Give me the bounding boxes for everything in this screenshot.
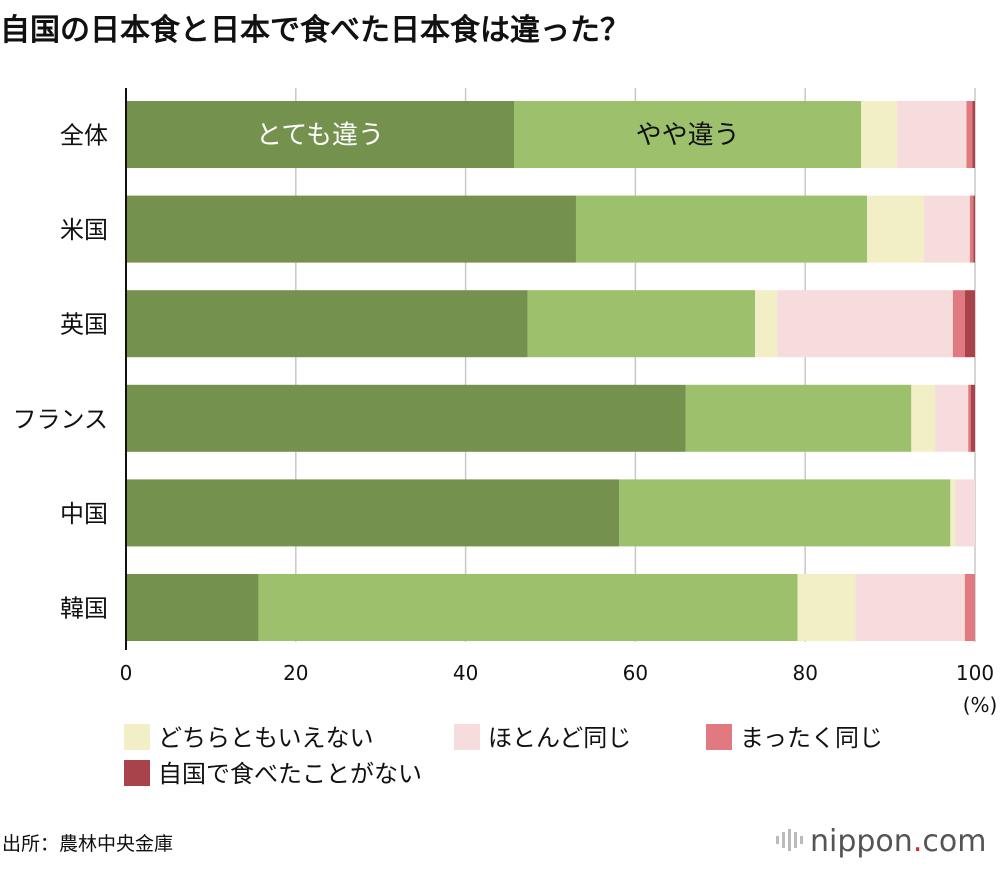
bar-segment xyxy=(126,384,686,452)
legend-swatch xyxy=(706,724,732,750)
bar-segment xyxy=(513,101,862,168)
category-label: フランス xyxy=(12,405,108,433)
bar-segment xyxy=(126,479,620,547)
bar-segment xyxy=(968,384,971,452)
x-tick-label: 100 xyxy=(956,661,994,685)
bar-segment xyxy=(896,101,967,168)
source-note: 出所：農林中央金庫 xyxy=(2,833,173,855)
legend-swatch xyxy=(124,760,150,786)
category-label: 全体 xyxy=(60,122,108,150)
bar-segment xyxy=(867,195,925,263)
x-unit-label: (%) xyxy=(963,693,998,717)
bar-segment xyxy=(126,290,528,358)
category-label: 韓国 xyxy=(60,595,108,623)
x-tick-label: 80 xyxy=(792,661,817,685)
brand-dot: . xyxy=(913,824,923,859)
bar-segment xyxy=(970,384,975,452)
brand-bars-icon xyxy=(776,829,803,851)
bar-segment xyxy=(126,574,259,641)
svg-text:nippon.com: nippon.com xyxy=(810,824,986,859)
bar-segment xyxy=(685,384,912,452)
bar-segment xyxy=(855,574,965,641)
bars xyxy=(126,101,975,641)
brand-logo: nippon.com xyxy=(776,824,986,859)
gridlines xyxy=(295,88,976,642)
inbar-series-label: とても違う xyxy=(256,121,384,151)
bar-segment xyxy=(950,479,956,547)
bar-segment xyxy=(972,101,975,168)
inbar-series-label: やや違う xyxy=(636,121,740,151)
bar-segment xyxy=(258,574,798,641)
category-label: 米国 xyxy=(60,216,108,244)
bar-segment xyxy=(527,290,756,358)
bar-segment xyxy=(964,290,975,358)
category-label: 英国 xyxy=(60,311,108,339)
bar-segment xyxy=(126,101,514,168)
x-tick-label: 20 xyxy=(283,661,308,685)
x-tick-label: 40 xyxy=(453,661,478,685)
bar-segment xyxy=(911,384,936,452)
bar-segment xyxy=(935,384,969,452)
legend-swatch xyxy=(124,724,150,750)
brand-suffix: com xyxy=(922,824,986,859)
x-tick-label: 0 xyxy=(120,661,133,685)
bar-segment xyxy=(619,479,951,547)
bar-segment xyxy=(861,101,897,168)
bar-segment xyxy=(126,195,576,263)
x-tick-label: 60 xyxy=(623,661,648,685)
brand-main: nippon xyxy=(810,824,913,859)
legend-swatch xyxy=(454,724,480,750)
chart-title: 自国の日本食と日本で食べた日本食は違った？ xyxy=(0,13,630,48)
bar-segment xyxy=(969,195,974,263)
bar-segment xyxy=(755,290,778,358)
category-label: 中国 xyxy=(60,500,108,528)
legend-label: まったく同じ xyxy=(740,724,883,752)
bar-segment xyxy=(966,101,973,168)
legend-label: 自国で食べたことがない xyxy=(158,760,422,788)
legend-label: ほとんど同じ xyxy=(488,724,631,752)
bar-segment xyxy=(797,574,856,641)
bar-segment xyxy=(955,479,975,547)
bar-segment xyxy=(964,574,975,641)
bar-segment xyxy=(973,195,975,263)
bar-segment xyxy=(575,195,868,263)
bar-segment xyxy=(924,195,970,263)
bar-segment xyxy=(777,290,953,358)
legend-label: どちらともいえない xyxy=(158,724,374,752)
bar-segment xyxy=(952,290,965,358)
